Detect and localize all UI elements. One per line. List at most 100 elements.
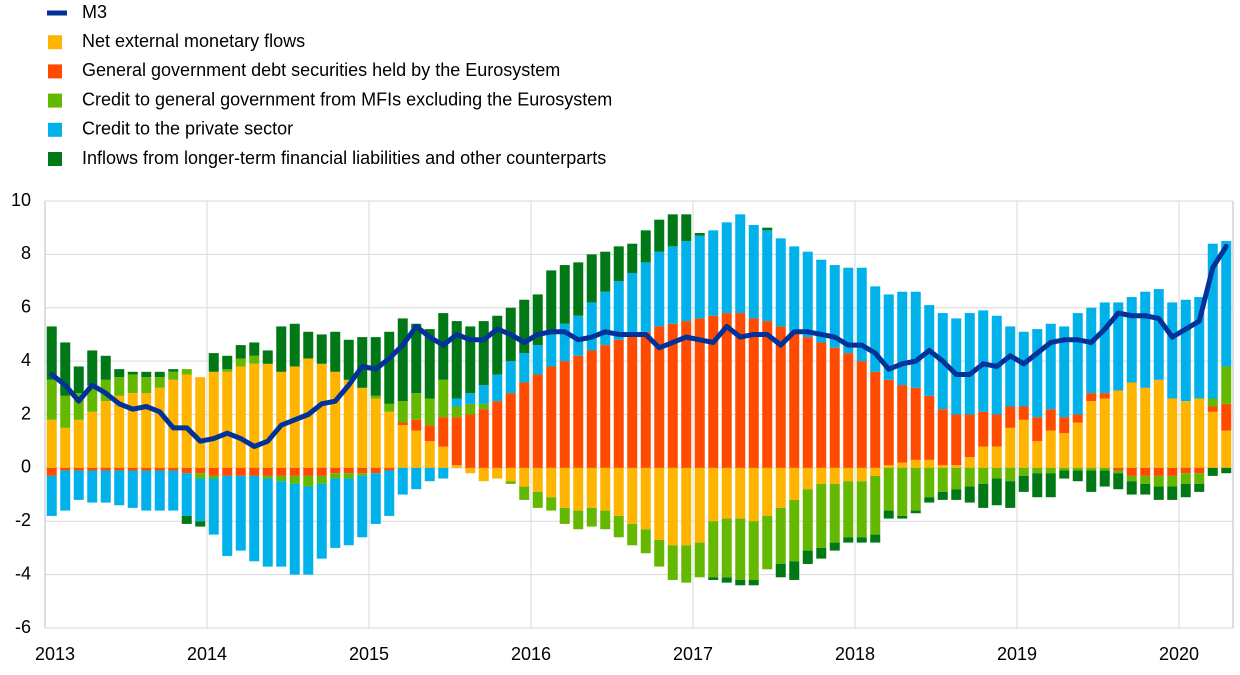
- bar: [667, 545, 678, 580]
- bar: [721, 467, 732, 519]
- bar: [802, 337, 813, 468]
- bar: [532, 374, 543, 468]
- bar: [222, 355, 233, 370]
- bar: [505, 481, 516, 484]
- bar: [519, 382, 530, 468]
- bar: [600, 291, 611, 346]
- bar: [316, 483, 327, 559]
- bar: [1126, 481, 1137, 495]
- bar: [154, 470, 165, 511]
- bar: [613, 467, 624, 516]
- bar: [951, 465, 962, 468]
- bar: [411, 430, 422, 468]
- bar: [667, 214, 678, 247]
- bar: [1086, 307, 1097, 394]
- legend-label: Net external monetary flows: [82, 31, 305, 51]
- bar: [897, 515, 908, 519]
- bar: [424, 398, 435, 426]
- bar: [141, 393, 152, 468]
- bar: [775, 467, 786, 508]
- bar: [235, 475, 246, 551]
- bar: [127, 467, 138, 471]
- bar: [883, 379, 894, 466]
- bar: [573, 510, 584, 530]
- bar: [424, 441, 435, 468]
- bar: [195, 521, 206, 527]
- bar: [1153, 467, 1164, 476]
- y-tick-label: -2: [15, 510, 31, 530]
- bar: [505, 361, 516, 394]
- bar: [762, 515, 773, 570]
- bar: [492, 401, 503, 468]
- bar: [195, 377, 206, 468]
- bar: [1072, 470, 1083, 482]
- bar: [451, 321, 462, 399]
- bar: [478, 467, 489, 482]
- x-tick-label: 2015: [349, 644, 389, 664]
- bar: [492, 374, 503, 402]
- bar: [573, 262, 584, 316]
- bar: [856, 467, 867, 482]
- bar: [735, 579, 746, 586]
- bar: [613, 281, 624, 340]
- bar: [303, 331, 314, 359]
- bar: [505, 467, 516, 482]
- bar: [1059, 417, 1070, 434]
- bar: [1180, 467, 1191, 474]
- bar: [114, 470, 125, 506]
- bar: [694, 233, 705, 236]
- bar: [519, 353, 530, 383]
- bar: [640, 262, 651, 332]
- bar: [654, 467, 665, 540]
- bar: [397, 425, 408, 468]
- bar: [411, 467, 422, 490]
- bar: [60, 342, 71, 396]
- bar: [505, 393, 516, 468]
- bar: [330, 473, 341, 479]
- bar: [573, 315, 584, 356]
- bar: [735, 518, 746, 580]
- bar: [951, 489, 962, 500]
- bar: [640, 529, 651, 554]
- bar: [397, 422, 408, 426]
- bar: [114, 369, 125, 378]
- bar: [343, 478, 354, 546]
- bar: [465, 414, 476, 468]
- bar: [154, 387, 165, 468]
- bar: [1167, 398, 1178, 468]
- bar: [1221, 430, 1232, 468]
- bar: [343, 339, 354, 380]
- bar: [1072, 313, 1083, 415]
- bar: [1153, 379, 1164, 468]
- bar: [600, 467, 611, 511]
- bar: [438, 446, 449, 468]
- bar: [357, 467, 368, 474]
- bar: [330, 371, 341, 468]
- bar: [492, 315, 503, 375]
- bar: [937, 467, 948, 492]
- bar: [330, 467, 341, 474]
- bar: [87, 470, 98, 503]
- legend-swatch: [48, 35, 62, 50]
- bar: [816, 342, 827, 468]
- bar: [424, 467, 435, 482]
- bar: [1072, 422, 1083, 468]
- bar: [870, 371, 881, 468]
- bar: [1207, 467, 1218, 476]
- bar: [154, 371, 165, 378]
- bar: [127, 393, 138, 468]
- bar: [141, 371, 152, 378]
- bar: [964, 457, 975, 468]
- bar: [46, 379, 57, 420]
- bar: [1005, 427, 1016, 468]
- bar: [721, 313, 732, 468]
- bar: [168, 369, 179, 372]
- legend-swatch: [48, 122, 62, 137]
- bar: [559, 361, 570, 468]
- bar: [87, 467, 98, 471]
- bar: [465, 326, 476, 394]
- bar: [1018, 475, 1029, 492]
- bar: [73, 467, 84, 471]
- bar: [964, 467, 975, 487]
- bar: [357, 473, 368, 476]
